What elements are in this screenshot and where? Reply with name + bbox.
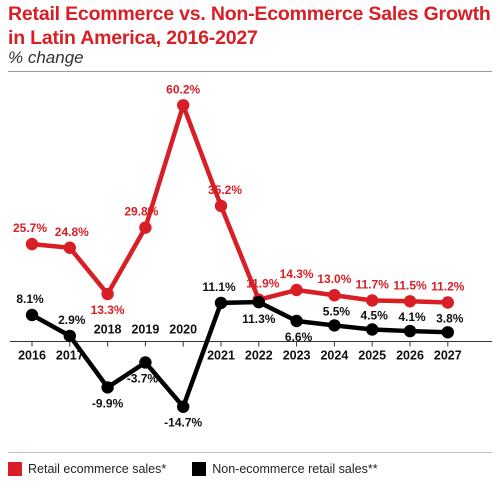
- non-ecommerce-point: [403, 324, 417, 338]
- ecommerce-data-label: 11.2%: [431, 279, 465, 293]
- x-tick-label: 2020: [169, 323, 197, 337]
- legend-swatch-ecommerce: [8, 462, 22, 476]
- chart-title: Retail Ecommerce vs. Non-Ecommerce Sales…: [8, 3, 491, 49]
- non-ecommerce-data-label: 4.1%: [398, 310, 426, 324]
- non-ecommerce-point: [139, 356, 152, 369]
- non-ecommerce-point: [25, 308, 39, 322]
- ecommerce-data-label: 13.0%: [317, 272, 351, 286]
- non-ecommerce-point: [63, 329, 76, 343]
- x-tick-label: 2018: [94, 323, 122, 337]
- non-ecommerce-data-label: 11.1%: [202, 280, 236, 294]
- x-tick-label: 2027: [434, 349, 462, 363]
- x-tick-label: 2016: [18, 349, 46, 363]
- non-ecommerce-data-label: -14.7%: [164, 416, 202, 430]
- non-ecommerce-point: [441, 326, 454, 339]
- x-tick-label: 2023: [283, 349, 311, 363]
- x-tick-label: 2024: [320, 349, 348, 363]
- x-tick-label: 2022: [245, 349, 273, 363]
- non-ecommerce-line: [29, 299, 451, 409]
- x-tick-label: 2017: [56, 349, 84, 363]
- ecommerce-point: [214, 199, 228, 213]
- ecommerce-data-label: 29.8%: [124, 205, 158, 219]
- non-ecommerce-point: [252, 295, 265, 309]
- non-ecommerce-data-label: 5.5%: [323, 304, 351, 318]
- x-tick-label: 2025: [358, 349, 386, 363]
- non-ecommerce-point: [366, 323, 379, 336]
- non-ecommerce-point: [214, 296, 228, 310]
- non-ecommerce-data-label: 2.9%: [58, 313, 86, 327]
- non-ecommerce-point: [101, 381, 114, 394]
- x-tick-label: 2021: [207, 349, 235, 363]
- ecommerce-point: [328, 289, 341, 302]
- non-ecommerce-data-label: 6.6%: [285, 330, 313, 344]
- legend: Retail ecommerce sales* Non-ecommerce re…: [8, 462, 404, 476]
- ecommerce-point: [25, 237, 39, 251]
- legend-divider: [8, 452, 492, 453]
- ecommerce-data-label: 25.7%: [13, 221, 47, 235]
- ecommerce-point: [403, 295, 417, 308]
- legend-label-non-ecommerce: Non-ecommerce retail sales**: [212, 462, 378, 476]
- non-ecommerce-data-label: 11.3%: [242, 312, 276, 326]
- ecommerce-point: [290, 283, 303, 297]
- title-divider: [8, 71, 492, 72]
- non-ecommerce-point: [290, 314, 303, 328]
- ecommerce-data-label: 11.7%: [356, 277, 390, 291]
- ecommerce-point: [63, 241, 76, 254]
- ecommerce-data-label: 35.2%: [208, 183, 242, 197]
- non-ecommerce-data-label: 3.8%: [436, 311, 464, 325]
- ecommerce-line: [29, 103, 451, 305]
- legend-item-ecommerce: Retail ecommerce sales*: [8, 462, 166, 476]
- ecommerce-point: [366, 294, 379, 307]
- x-tick-label: 2026: [396, 349, 424, 363]
- non-ecommerce-data-label: 8.1%: [16, 292, 44, 306]
- ecommerce-point: [139, 221, 152, 234]
- x-tick-label: 2019: [131, 323, 159, 337]
- non-ecommerce-data-label: 4.5%: [361, 308, 389, 322]
- legend-swatch-non-ecommerce: [192, 462, 207, 476]
- non-ecommerce-data-label: -9.9%: [92, 396, 124, 410]
- ecommerce-data-label: 11.5%: [393, 278, 427, 292]
- ecommerce-data-label: 13.3%: [91, 303, 125, 317]
- chart-subtitle: % change: [8, 48, 84, 67]
- ecommerce-data-label: 24.8%: [55, 225, 89, 239]
- ecommerce-point: [101, 287, 114, 301]
- ecommerce-point: [177, 99, 190, 112]
- ecommerce-data-label: 60.2%: [166, 82, 200, 96]
- ecommerce-point: [441, 296, 454, 309]
- ecommerce-data-label: 14.3%: [280, 267, 314, 281]
- non-ecommerce-point: [177, 400, 190, 413]
- legend-item-non-ecommerce: Non-ecommerce retail sales**: [192, 462, 378, 476]
- legend-label-ecommerce: Retail ecommerce sales*: [28, 462, 167, 476]
- non-ecommerce-point: [328, 319, 341, 332]
- ecommerce-data-label: 11.9%: [246, 277, 280, 291]
- non-ecommerce-data-label: -3.7%: [127, 371, 159, 385]
